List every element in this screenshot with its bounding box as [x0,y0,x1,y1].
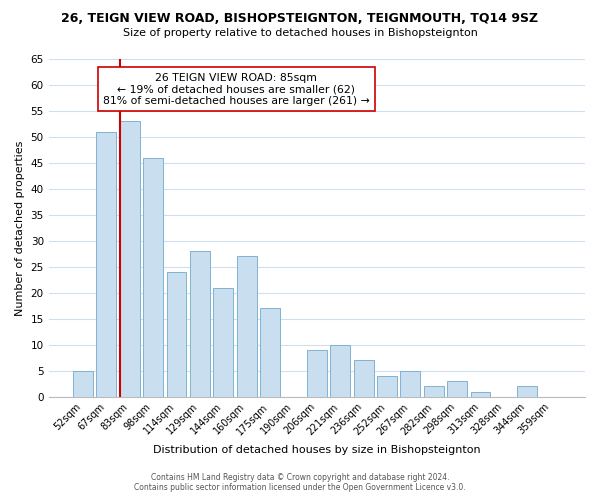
Bar [73,371,93,397]
Bar [214,288,233,397]
Bar [400,371,421,397]
Bar [517,386,537,397]
Bar [330,345,350,397]
Bar [424,386,443,397]
Bar [237,256,257,397]
Bar [120,122,140,397]
Y-axis label: Number of detached properties: Number of detached properties [15,140,25,316]
Bar [97,132,116,397]
X-axis label: Distribution of detached houses by size in Bishopsteignton: Distribution of detached houses by size … [153,445,481,455]
Text: 26, TEIGN VIEW ROAD, BISHOPSTEIGNTON, TEIGNMOUTH, TQ14 9SZ: 26, TEIGN VIEW ROAD, BISHOPSTEIGNTON, TE… [61,12,539,26]
Bar [353,360,374,397]
Bar [260,308,280,397]
Bar [167,272,187,397]
Bar [190,252,210,397]
Bar [377,376,397,397]
Bar [447,381,467,397]
Text: Contains HM Land Registry data © Crown copyright and database right 2024.
Contai: Contains HM Land Registry data © Crown c… [134,473,466,492]
Text: 26 TEIGN VIEW ROAD: 85sqm
← 19% of detached houses are smaller (62)
81% of semi-: 26 TEIGN VIEW ROAD: 85sqm ← 19% of detac… [103,72,370,106]
Bar [307,350,327,397]
Bar [143,158,163,397]
Text: Size of property relative to detached houses in Bishopsteignton: Size of property relative to detached ho… [122,28,478,38]
Bar [470,392,490,397]
